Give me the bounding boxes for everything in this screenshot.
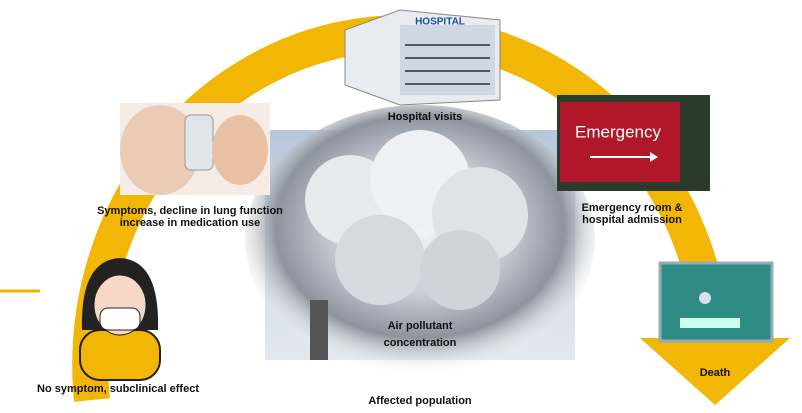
emergency-image: Emergency	[557, 95, 710, 191]
pollutant-label: Air pollutant	[388, 320, 453, 332]
no-symptom-label: No symptom, subclinical effect	[37, 383, 199, 395]
emergency-label: hospital admission	[582, 214, 682, 226]
inhaler-image	[120, 103, 270, 195]
emergency-sign: Emergency	[575, 122, 661, 141]
death-label: Death	[700, 367, 731, 379]
pollutant-label: concentration	[384, 337, 457, 349]
diagram: HOSPITAL Hospital visits Symptoms, decli…	[0, 0, 802, 408]
death-image	[660, 263, 772, 341]
hospital-image: HOSPITAL	[345, 10, 500, 105]
smoke-image	[245, 105, 595, 375]
hospital-label: Hospital visits	[388, 111, 463, 123]
person-icon	[80, 258, 160, 380]
footer-label: Affected population	[368, 395, 472, 407]
hospital-sign: HOSPITAL	[415, 17, 465, 28]
symptoms-label: increase in medication use	[120, 217, 261, 229]
emergency-label: Emergency room &	[582, 202, 683, 214]
symptoms-label: Symptoms, decline in lung function	[97, 205, 283, 217]
